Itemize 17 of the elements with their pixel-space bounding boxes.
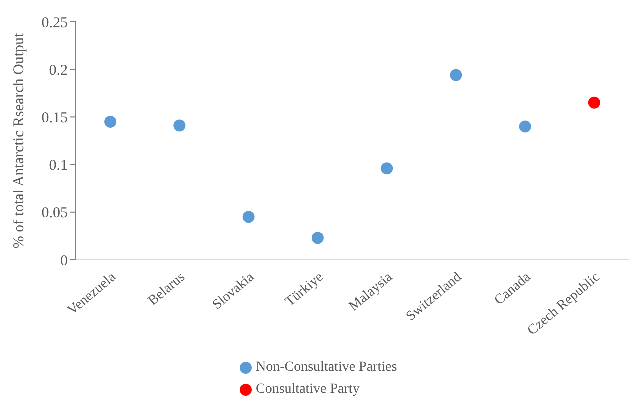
y-tick-label: 0.1 bbox=[49, 158, 68, 174]
point bbox=[312, 232, 324, 244]
point bbox=[588, 96, 600, 109]
point bbox=[174, 120, 186, 132]
point bbox=[104, 116, 117, 128]
point bbox=[381, 162, 394, 175]
y-tick-label: 0.25 bbox=[42, 15, 68, 32]
legend-label: Non-Consultative Parties bbox=[256, 360, 398, 376]
y-tick-label: 0.2 bbox=[49, 62, 68, 79]
point bbox=[519, 120, 532, 133]
point bbox=[242, 211, 255, 224]
y-tick-label: 0.05 bbox=[42, 206, 68, 222]
point bbox=[450, 69, 462, 82]
y-axis-title: % of total Antarctic Rsearch Output bbox=[11, 32, 28, 249]
legend-label: Consultative Party bbox=[256, 382, 360, 398]
y-tick-label: 0 bbox=[60, 253, 68, 270]
y-tick-label: 0.15 bbox=[42, 110, 68, 127]
